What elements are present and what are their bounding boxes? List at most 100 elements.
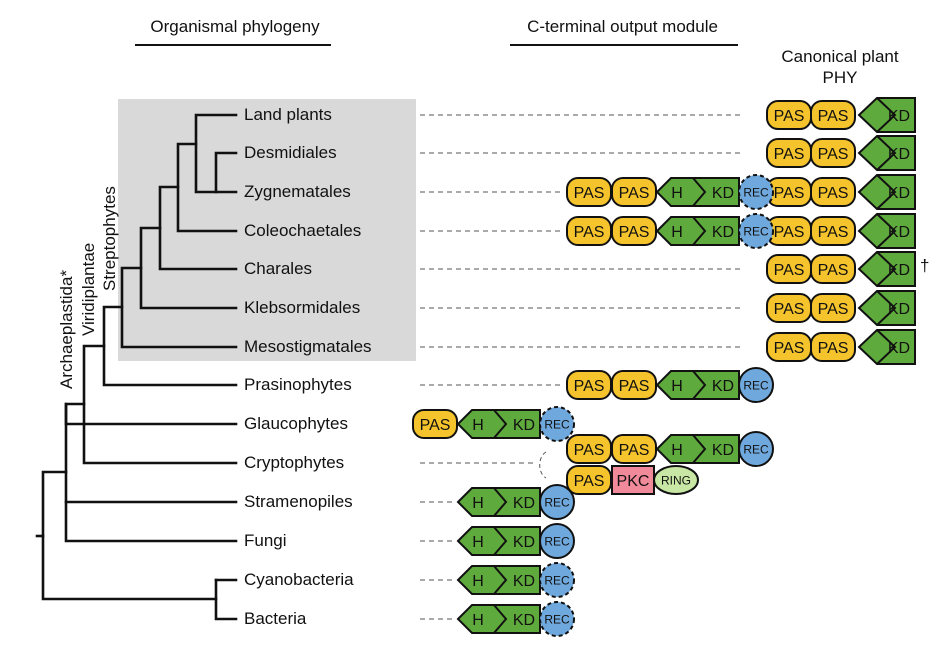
rec-domain <box>539 484 575 520</box>
rec-domain-label: REC <box>743 185 769 199</box>
kd-domain-label: KD <box>513 573 535 590</box>
pas-domain-label: PAS <box>818 340 849 357</box>
pas-domain-label: PAS <box>818 301 849 318</box>
kinase-divider <box>876 213 897 249</box>
kinase-divider <box>876 251 897 287</box>
kd-domain-label: KD <box>712 185 734 202</box>
header-organismal-phylogeny: Organismal phylogeny <box>150 17 320 36</box>
h-domain-label: H <box>472 573 484 590</box>
header-underline-module <box>510 44 738 46</box>
dagger-mark: † <box>920 256 930 275</box>
kd-domain-label: KD <box>712 442 734 459</box>
pas-domain-label: PAS <box>619 185 650 202</box>
h-domain-label: H <box>671 378 683 395</box>
kinase-domain <box>857 135 916 171</box>
pas-domain-label: PAS <box>619 224 650 241</box>
rec-domain <box>539 562 575 598</box>
rec-domain-label: REC <box>743 378 769 392</box>
kinase-domain <box>857 213 916 249</box>
pas-domain-label: PAS <box>774 224 805 241</box>
kd-domain-label: KD <box>888 108 910 125</box>
pas-domain-label: PAS <box>420 417 451 434</box>
kd-domain-label: KD <box>513 612 535 629</box>
rec-domain <box>539 406 575 442</box>
h-kd-divider <box>692 434 707 464</box>
kinase-domain <box>857 174 916 210</box>
pas-domain-label: PAS <box>619 378 650 395</box>
h-domain-label: H <box>472 495 484 512</box>
pas-domain-label: PAS <box>818 262 849 279</box>
kd-domain-label: KD <box>888 146 910 163</box>
ring-domain <box>653 465 699 495</box>
pas-domain-label: PAS <box>574 185 605 202</box>
tree-branches <box>35 113 238 621</box>
clade-label-archaeplastida: Archaeplastida* <box>57 269 76 389</box>
kinase-divider <box>876 290 897 326</box>
kinase-divider <box>876 135 897 171</box>
h-kd-divider <box>692 216 707 246</box>
rec-domain <box>738 174 774 210</box>
clade-label-streptophytes: Streptophytes <box>100 186 119 291</box>
taxon-label: Cryptophytes <box>244 453 345 472</box>
pas-domain <box>810 216 856 246</box>
h-kd-divider <box>692 370 707 400</box>
h-kd-divider <box>493 565 508 595</box>
kd-domain-label: KD <box>513 534 535 551</box>
taxon-label: Stramenopiles <box>244 492 353 511</box>
kinase-domain <box>857 251 916 287</box>
taxon-label: Bacteria <box>244 609 307 628</box>
pas-domain <box>810 177 856 207</box>
taxon-label: Charales <box>244 259 313 278</box>
kinase-divider <box>876 329 897 365</box>
h-kd-divider <box>692 177 707 207</box>
taxon-label: Klebsormidales <box>244 298 361 317</box>
kinase-divider <box>876 97 897 133</box>
tree-branch <box>214 151 238 194</box>
kd-domain-label: KD <box>888 185 910 202</box>
domain-modules: PAS PAS KD PAS PAS KD PAS PAS KD PAS PAS KD PAS PAS KD… <box>412 97 916 637</box>
taxon-label: Glaucophytes <box>244 414 348 433</box>
rec-domain <box>738 367 774 403</box>
kd-domain-label: KD <box>888 340 910 357</box>
pas-domain <box>810 138 856 168</box>
pas-domain <box>810 100 856 130</box>
kd-domain-label: KD <box>888 262 910 279</box>
h-kd-divider <box>493 526 508 556</box>
pas-domain-label: PAS <box>774 301 805 318</box>
kinase-domain <box>857 329 916 365</box>
pas-domain-label: PAS <box>774 262 805 279</box>
h-domain-label: H <box>472 612 484 629</box>
pas-domain <box>810 254 856 284</box>
h-domain-label: H <box>671 224 683 241</box>
kinase-domain <box>857 290 916 326</box>
taxon-label: Zygnematales <box>244 182 351 201</box>
kd-domain-label: KD <box>888 224 910 241</box>
pas-domain-label: PAS <box>574 473 605 490</box>
clade-label-viridiplantae: Viridiplantae <box>79 242 98 336</box>
tree-branch <box>214 578 238 621</box>
h-kd-divider <box>493 604 508 634</box>
pas-domain-label: PAS <box>774 185 805 202</box>
taxon-label: Prasinophytes <box>244 375 352 394</box>
kd-domain-label: KD <box>513 495 535 512</box>
taxon-label: Desmidiales <box>244 143 337 162</box>
rec-domain <box>539 601 575 637</box>
kd-domain-label: KD <box>513 417 535 434</box>
tree-branch <box>64 402 238 426</box>
kinase-divider <box>876 174 897 210</box>
pas-domain-label: PAS <box>574 442 605 459</box>
rec-domain-label: REC <box>544 417 570 431</box>
header-underline-phylogeny <box>135 44 331 46</box>
pas-domain-label: PAS <box>774 340 805 357</box>
pas-domain-label: PAS <box>774 146 805 163</box>
pas-domain-label: PAS <box>574 224 605 241</box>
h-kd-divider <box>493 409 508 439</box>
pas-domain-label: PAS <box>774 108 805 125</box>
taxon-label: Fungi <box>244 531 287 550</box>
kd-domain-label: KD <box>712 224 734 241</box>
cryptophyte-split-connector <box>539 451 547 479</box>
ring-domain-label: RING <box>661 473 691 487</box>
pkc-domain-label: PKC <box>617 473 650 490</box>
